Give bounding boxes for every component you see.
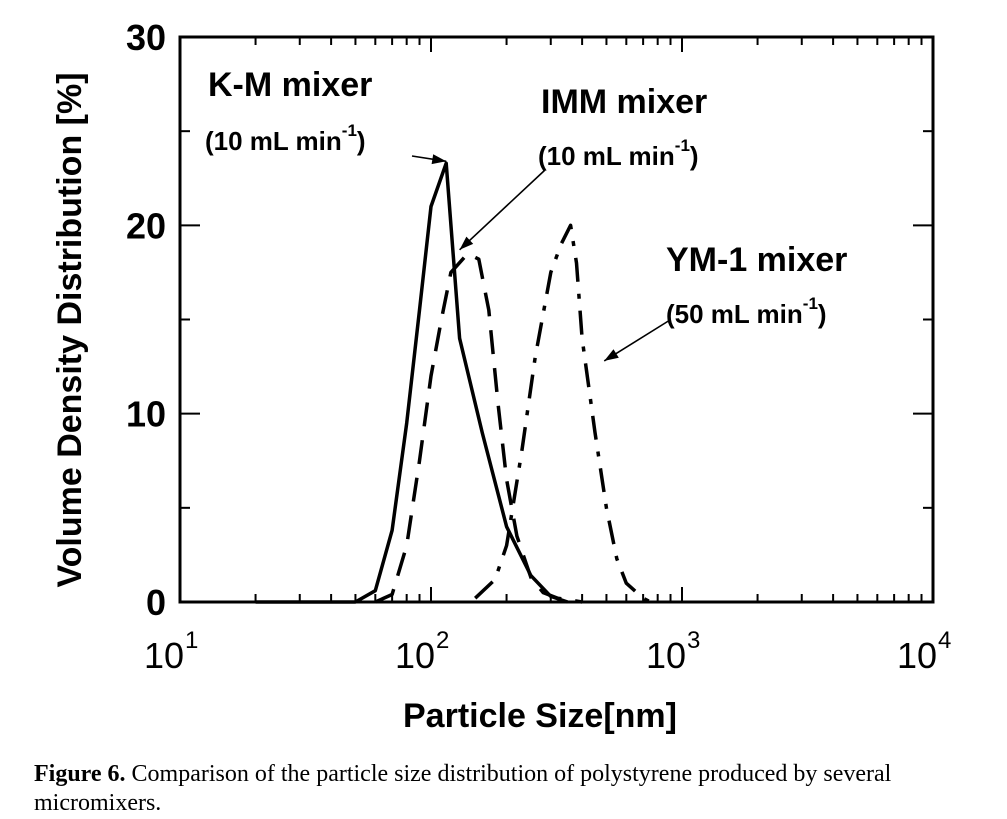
x-tick-label: 10 <box>144 635 184 676</box>
x-tick-label: 10 <box>395 635 435 676</box>
y-tick-label: 30 <box>126 17 166 58</box>
x-tick-label: 10 <box>897 635 937 676</box>
x-tick-exponent: 1 <box>185 627 198 654</box>
y-tick-label: 0 <box>146 582 166 623</box>
figure-caption: Figure 6. Comparison of the particle siz… <box>34 760 994 818</box>
x-tick-exponent: 4 <box>938 627 951 654</box>
chart: K-M mixer (10 mL min-1) IMM mixer (10 mL mi… <box>51 17 951 735</box>
annotation-title: K-M mixer <box>208 66 372 104</box>
caption-text: Comparison of the particle size distribu… <box>34 761 892 816</box>
annotation-title: IMM mixer <box>541 83 707 121</box>
y-tick-label: 20 <box>126 205 166 246</box>
x-tick-label: 10 <box>646 635 686 676</box>
arrowhead <box>604 349 619 361</box>
annotations-group: K-M mixer (10 mL min-1) IMM mixer (10 mL mi… <box>205 66 847 362</box>
y-tick-label: 10 <box>126 394 166 435</box>
series-line-dashed <box>374 251 583 604</box>
arrowhead <box>431 154 447 165</box>
x-tick-exponent: 3 <box>687 627 700 654</box>
series-group <box>255 161 652 604</box>
series-line-dash-dot <box>473 223 652 604</box>
caption-label: Figure 6. <box>34 761 126 787</box>
x-tick-exponent: 2 <box>436 627 449 654</box>
arrowhead <box>459 236 474 250</box>
axis-ticks <box>180 37 933 602</box>
x-axis-label: Particle Size[nm] <box>403 697 677 735</box>
annotation-title: YM-1 mixer <box>666 241 847 279</box>
annotation-rate: (50 mL min-1) <box>666 294 827 329</box>
annotation-rate: (10 mL min-1) <box>538 136 699 171</box>
annotation-rate: (10 mL min-1) <box>205 121 366 156</box>
series-line-solid <box>255 161 569 604</box>
annotation-arrow <box>459 169 546 251</box>
y-axis-label: Volume Density Distribution [%] <box>51 72 89 587</box>
